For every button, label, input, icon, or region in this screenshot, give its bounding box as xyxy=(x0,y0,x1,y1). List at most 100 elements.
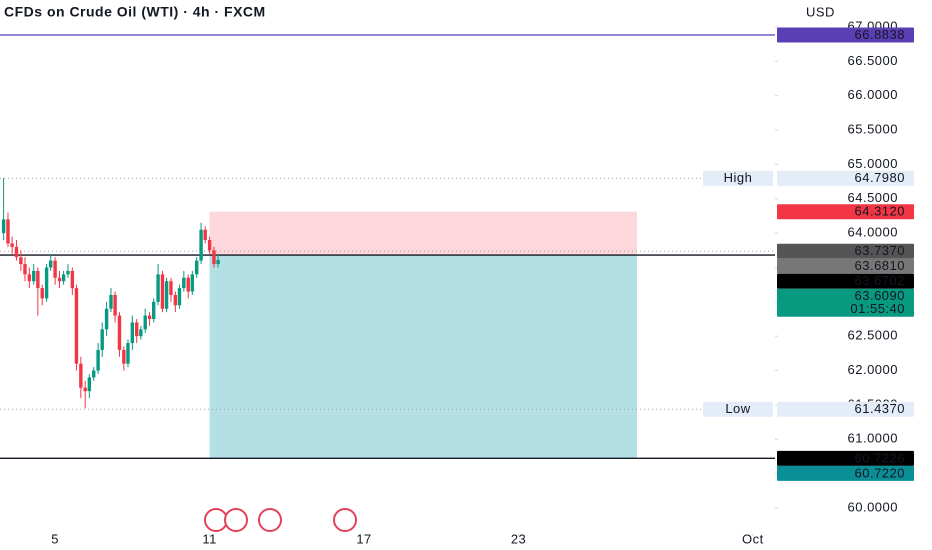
plot: 60.000060.500061.000061.500062.000062.50… xyxy=(0,18,914,546)
candle-body xyxy=(109,294,113,309)
candle-body xyxy=(143,315,147,330)
price-label: 64.3120 xyxy=(855,204,906,219)
candle-body xyxy=(100,329,104,350)
x-tick-label: 23 xyxy=(511,531,526,546)
price-tag-box xyxy=(703,401,773,417)
event-icon[interactable] xyxy=(333,508,357,532)
candle-body xyxy=(49,260,53,268)
price-tag: High xyxy=(724,170,753,185)
candle-body xyxy=(23,264,27,275)
price-label: 64.7980 xyxy=(855,170,906,185)
y-tick-label: 66.5000 xyxy=(848,53,899,68)
candle-body xyxy=(186,277,190,292)
price-label: 61.4370 xyxy=(855,401,906,416)
candle-body xyxy=(96,349,100,371)
price-label-box xyxy=(777,273,914,289)
candle-body xyxy=(216,260,220,265)
price-label-box xyxy=(777,170,914,186)
candle-body xyxy=(135,322,139,337)
stop-zone xyxy=(209,211,637,256)
candle-body xyxy=(66,270,70,275)
candle-body xyxy=(130,322,135,344)
candle-body xyxy=(113,294,117,316)
y-tick-label: 62.5000 xyxy=(848,328,899,343)
candle-body xyxy=(139,329,143,337)
event-icon[interactable] xyxy=(204,508,228,532)
candle-body xyxy=(57,277,62,282)
event-icon[interactable] xyxy=(258,508,282,532)
candle-body xyxy=(117,315,122,350)
candle-body xyxy=(32,270,36,282)
price-label-box xyxy=(777,258,914,274)
y-tick-label: 64.5000 xyxy=(848,190,899,205)
candle-body xyxy=(104,308,109,330)
price-label: 63.6702 xyxy=(855,273,906,288)
candle-body xyxy=(212,250,216,265)
y-tick-label: 65.0000 xyxy=(848,156,899,171)
candle-body xyxy=(156,274,160,302)
y-tick-label: 60.0000 xyxy=(848,499,899,514)
candle-body xyxy=(122,349,126,364)
candle-body xyxy=(27,274,32,282)
price-label-box xyxy=(777,288,914,317)
price-label: 60.7226 xyxy=(855,450,906,465)
price-label-box xyxy=(777,450,914,466)
price-label: 60.7220 xyxy=(855,465,906,480)
candle-body xyxy=(195,260,199,275)
price-tag-box xyxy=(703,170,773,186)
price-label-box xyxy=(777,243,914,259)
price-label-box xyxy=(777,27,914,43)
target-zone xyxy=(209,255,637,459)
price-label-box xyxy=(777,401,914,417)
candle-body xyxy=(207,240,212,251)
y-tick-label: 64.0000 xyxy=(848,225,899,240)
candle-body xyxy=(83,387,87,392)
candle-body xyxy=(70,270,75,289)
candle-body xyxy=(152,301,156,320)
x-tick-label: 11 xyxy=(202,531,217,546)
candle-body xyxy=(44,267,49,299)
candle-body xyxy=(61,274,66,282)
event-icons xyxy=(204,508,357,532)
candle-body xyxy=(199,229,203,261)
price-label: 63.6090 xyxy=(855,288,906,303)
x-tick-label: 5 xyxy=(51,531,59,546)
y-tick-label: 65.5000 xyxy=(848,122,899,137)
candle-body xyxy=(160,274,165,309)
candle-body xyxy=(190,274,195,292)
candle-body xyxy=(79,363,83,388)
price-label: 63.6810 xyxy=(855,258,906,273)
candle-body xyxy=(40,288,44,299)
event-icon[interactable] xyxy=(224,508,248,532)
candle-body xyxy=(182,277,186,289)
price-label-box xyxy=(777,465,914,481)
candle-body xyxy=(14,246,19,258)
candle-body xyxy=(53,260,57,278)
candle-body xyxy=(164,281,169,309)
candle-body xyxy=(169,281,173,295)
candle-body xyxy=(177,288,182,306)
candle-body xyxy=(147,315,152,320)
candle-body xyxy=(19,257,23,265)
candle-body xyxy=(6,219,10,244)
candle-body xyxy=(10,243,14,247)
candle-body xyxy=(126,343,130,364)
candle-body xyxy=(203,229,207,241)
y-tick-label: 62.0000 xyxy=(848,362,899,377)
price-label-box xyxy=(777,204,914,220)
price-tag: Low xyxy=(725,401,750,416)
x-tick-label: 17 xyxy=(356,531,371,546)
x-tick-label: Oct xyxy=(742,531,764,546)
chart-title: CFDs on Crude Oil (WTI) · 4h · FXCM xyxy=(4,4,266,20)
candle-body xyxy=(87,377,92,392)
price-label: 66.8838 xyxy=(855,27,906,42)
candle-body xyxy=(74,288,79,364)
candle-body xyxy=(173,294,178,306)
price-label: 63.7370 xyxy=(855,243,906,258)
countdown: 01:55:40 xyxy=(850,301,905,316)
y-tick-label: 66.0000 xyxy=(848,87,899,102)
y-tick-label: 61.0000 xyxy=(848,431,899,446)
candle-body xyxy=(36,270,40,289)
candle-body xyxy=(1,219,6,234)
